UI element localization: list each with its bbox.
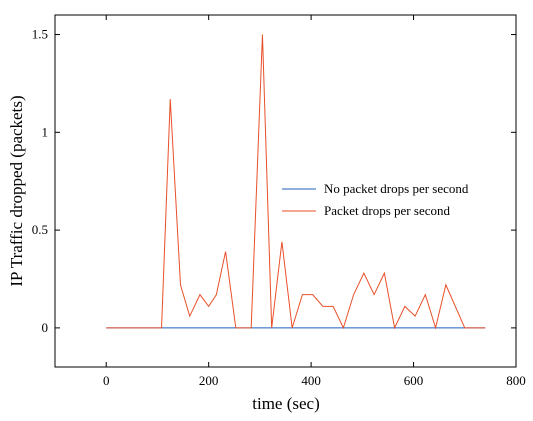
- y-tick-label: 0.5: [32, 222, 48, 237]
- legend: No packet drops per second Packet drops p…: [282, 181, 469, 218]
- ticks-layer: 0 200 400 600 800 0 0.5 1 1.5: [32, 15, 526, 388]
- plot-frame: [54, 14, 517, 368]
- x-tick-label: 800: [506, 373, 526, 388]
- x-tick-label: 0: [103, 373, 110, 388]
- series-line-2: [106, 34, 486, 330]
- x-tick-label: 200: [199, 373, 219, 388]
- legend-label: Packet drops per second: [324, 203, 450, 218]
- legend-label: No packet drops per second: [324, 181, 469, 196]
- y-tick-label: 0: [42, 320, 49, 335]
- y-tick-label: 1.5: [32, 27, 48, 42]
- y-axis-title: IP Traffic dropped (packets): [7, 95, 26, 286]
- y-tick-label: 1: [42, 124, 49, 139]
- x-tick-label: 400: [301, 373, 321, 388]
- series-layer: [106, 34, 486, 330]
- x-tick-label: 600: [404, 373, 424, 388]
- x-axis-title: time (sec): [252, 394, 320, 413]
